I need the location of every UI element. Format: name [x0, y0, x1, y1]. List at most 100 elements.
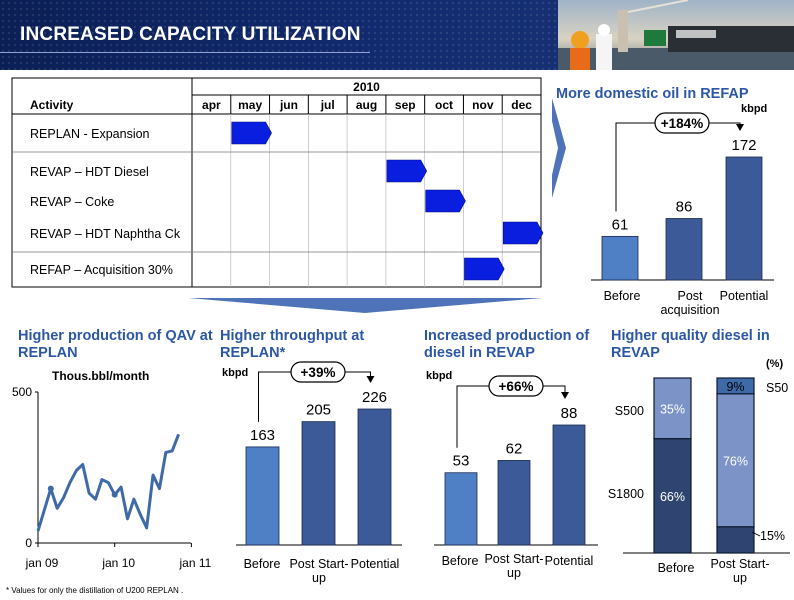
quality-segment-0-0 [653, 438, 692, 554]
gantt-month-oct: oct [435, 98, 453, 112]
bar-2 [725, 156, 763, 281]
qav-x-tick-label-1: jan 10 [101, 556, 135, 570]
growth-badge-label: +184% [661, 116, 703, 131]
quality-series-name-s50: S50 [766, 381, 788, 395]
quality-segment-label-1-1: 76% [723, 454, 748, 468]
gantt-bar-4 [464, 257, 505, 281]
gantt-month-may: may [238, 98, 262, 112]
refap-xlabel-1: Post acquisition [660, 289, 720, 317]
quality-segment-0-1 [653, 377, 692, 440]
bar-value-label-0: 61 [612, 216, 629, 233]
bar-2 [357, 408, 392, 546]
gantt-row-label-4: REFAP – Acquisition 30% [30, 263, 173, 277]
refap-chart-title: More domestic oil in REFAP [556, 86, 749, 102]
page-title: INCREASED CAPACITY UTILIZATION [20, 24, 361, 45]
bar-0 [601, 235, 639, 281]
gantt-activity-header: Activity [30, 98, 74, 112]
bar-0 [444, 472, 478, 546]
quality-callout-line [751, 531, 761, 537]
bar-1 [665, 218, 703, 281]
growth-badge-label: +66% [499, 379, 534, 394]
revap-diesel-chart-title: Increased production of diesel in REVAP [424, 328, 590, 361]
quality-callout-label: 15% [760, 529, 785, 543]
qav-point-marker-1 [111, 491, 118, 498]
quality-segment-label-0-0: 66% [660, 490, 685, 504]
gantt-month-jul: jul [320, 98, 335, 112]
quality-series-name-s1800: S1800 [608, 487, 644, 501]
title-underline [0, 52, 370, 53]
qav-point-marker-0 [47, 485, 54, 492]
gantt-row-label-3: REVAP – HDT Naphtha Ck [30, 227, 181, 241]
refap-unit: kbpd [741, 103, 768, 115]
growth-badge [654, 112, 710, 134]
replan-xlabel-2: Potential [350, 557, 400, 571]
bar-1 [497, 460, 531, 546]
revap-xlabel-0: Before [441, 554, 479, 568]
qav-y-tick-label: 500 [12, 385, 32, 399]
bar-value-label-1: 205 [306, 402, 331, 419]
replan-xlabel-0: Before [243, 557, 281, 571]
bar-value-label-2: 88 [561, 405, 578, 422]
refap-xlabel-0: Before [603, 289, 641, 303]
gantt-bar-3 [502, 221, 544, 245]
gantt-row-label-1: REVAP – HDT Diesel [30, 165, 149, 179]
bar-value-label-0: 163 [250, 427, 275, 444]
quality-segment-1-0 [716, 526, 755, 554]
qav-x-tick-label-0: jan 09 [25, 556, 59, 570]
growth-arrowhead [366, 376, 375, 383]
revap-xlabel-2: Potential [544, 554, 594, 568]
quality-segment-label-1-2: 9% [726, 380, 744, 394]
qav-unit: Thous.bbl/month [52, 369, 150, 383]
quality-segment-label-0-1: 35% [660, 402, 685, 416]
quality-xlabel-0: Before [657, 561, 695, 575]
bar-2 [552, 424, 586, 546]
gantt-row-label-2: REVAP – Coke [30, 195, 114, 209]
bar-value-label-1: 62 [506, 440, 523, 457]
growth-badge [290, 361, 346, 383]
gantt-bar-1 [386, 159, 428, 183]
gantt-year: 2010 [353, 80, 380, 94]
quality-xlabel-1: Post Start-up [710, 557, 770, 585]
bar-value-label-0: 53 [453, 453, 470, 470]
replan-chart-title: Higher throughput at REPLAN* [220, 328, 365, 361]
down-chevron [188, 298, 542, 313]
revap-diesel-unit: kbpd [426, 370, 453, 382]
header-banner: INCREASED CAPACITY UTILIZATION [0, 0, 794, 70]
gantt-month-sep: sep [395, 98, 416, 112]
refap-xlabel-2: Potential [719, 289, 769, 303]
quality-segment-1-2 [716, 377, 755, 395]
growth-arrowhead [561, 392, 569, 399]
gantt-month-jun: jun [279, 98, 298, 112]
bar-value-label-1: 86 [676, 199, 693, 216]
bar-value-label-2: 226 [362, 389, 387, 406]
replan-unit: kbpd [222, 367, 249, 379]
gantt-month-dec: dec [511, 98, 532, 112]
right-chevron [552, 98, 566, 198]
revap-quality-chart-title: Higher quality diesel in REVAP [611, 328, 770, 361]
gantt-bar-0 [231, 121, 272, 145]
footnote: * Values for only the distillation of U2… [6, 586, 184, 595]
bar-1 [301, 421, 336, 546]
growth-badge [488, 375, 544, 397]
quality-series-name-s500: S500 [615, 404, 644, 418]
gantt-frame [11, 77, 542, 288]
revap-xlabel-1: Post Start-up [484, 552, 544, 580]
gantt-row-label-0: REPLAN - Expansion [30, 127, 150, 141]
replan-xlabel-1: Post Start-up [289, 557, 349, 585]
header-photo [558, 0, 794, 70]
gantt-month-apr: apr [202, 98, 221, 112]
gantt-month-nov: nov [472, 98, 494, 112]
growth-badge-label: +39% [301, 365, 336, 380]
revap-quality-unit: (%) [766, 358, 784, 370]
qav-x-tick-label-2: jan 11 [178, 556, 211, 570]
qav-chart-title: Higher production of QAV at REPLAN [18, 328, 213, 361]
qav-y-tick-label: 0 [25, 536, 32, 550]
gantt-month-aug: aug [356, 98, 377, 112]
